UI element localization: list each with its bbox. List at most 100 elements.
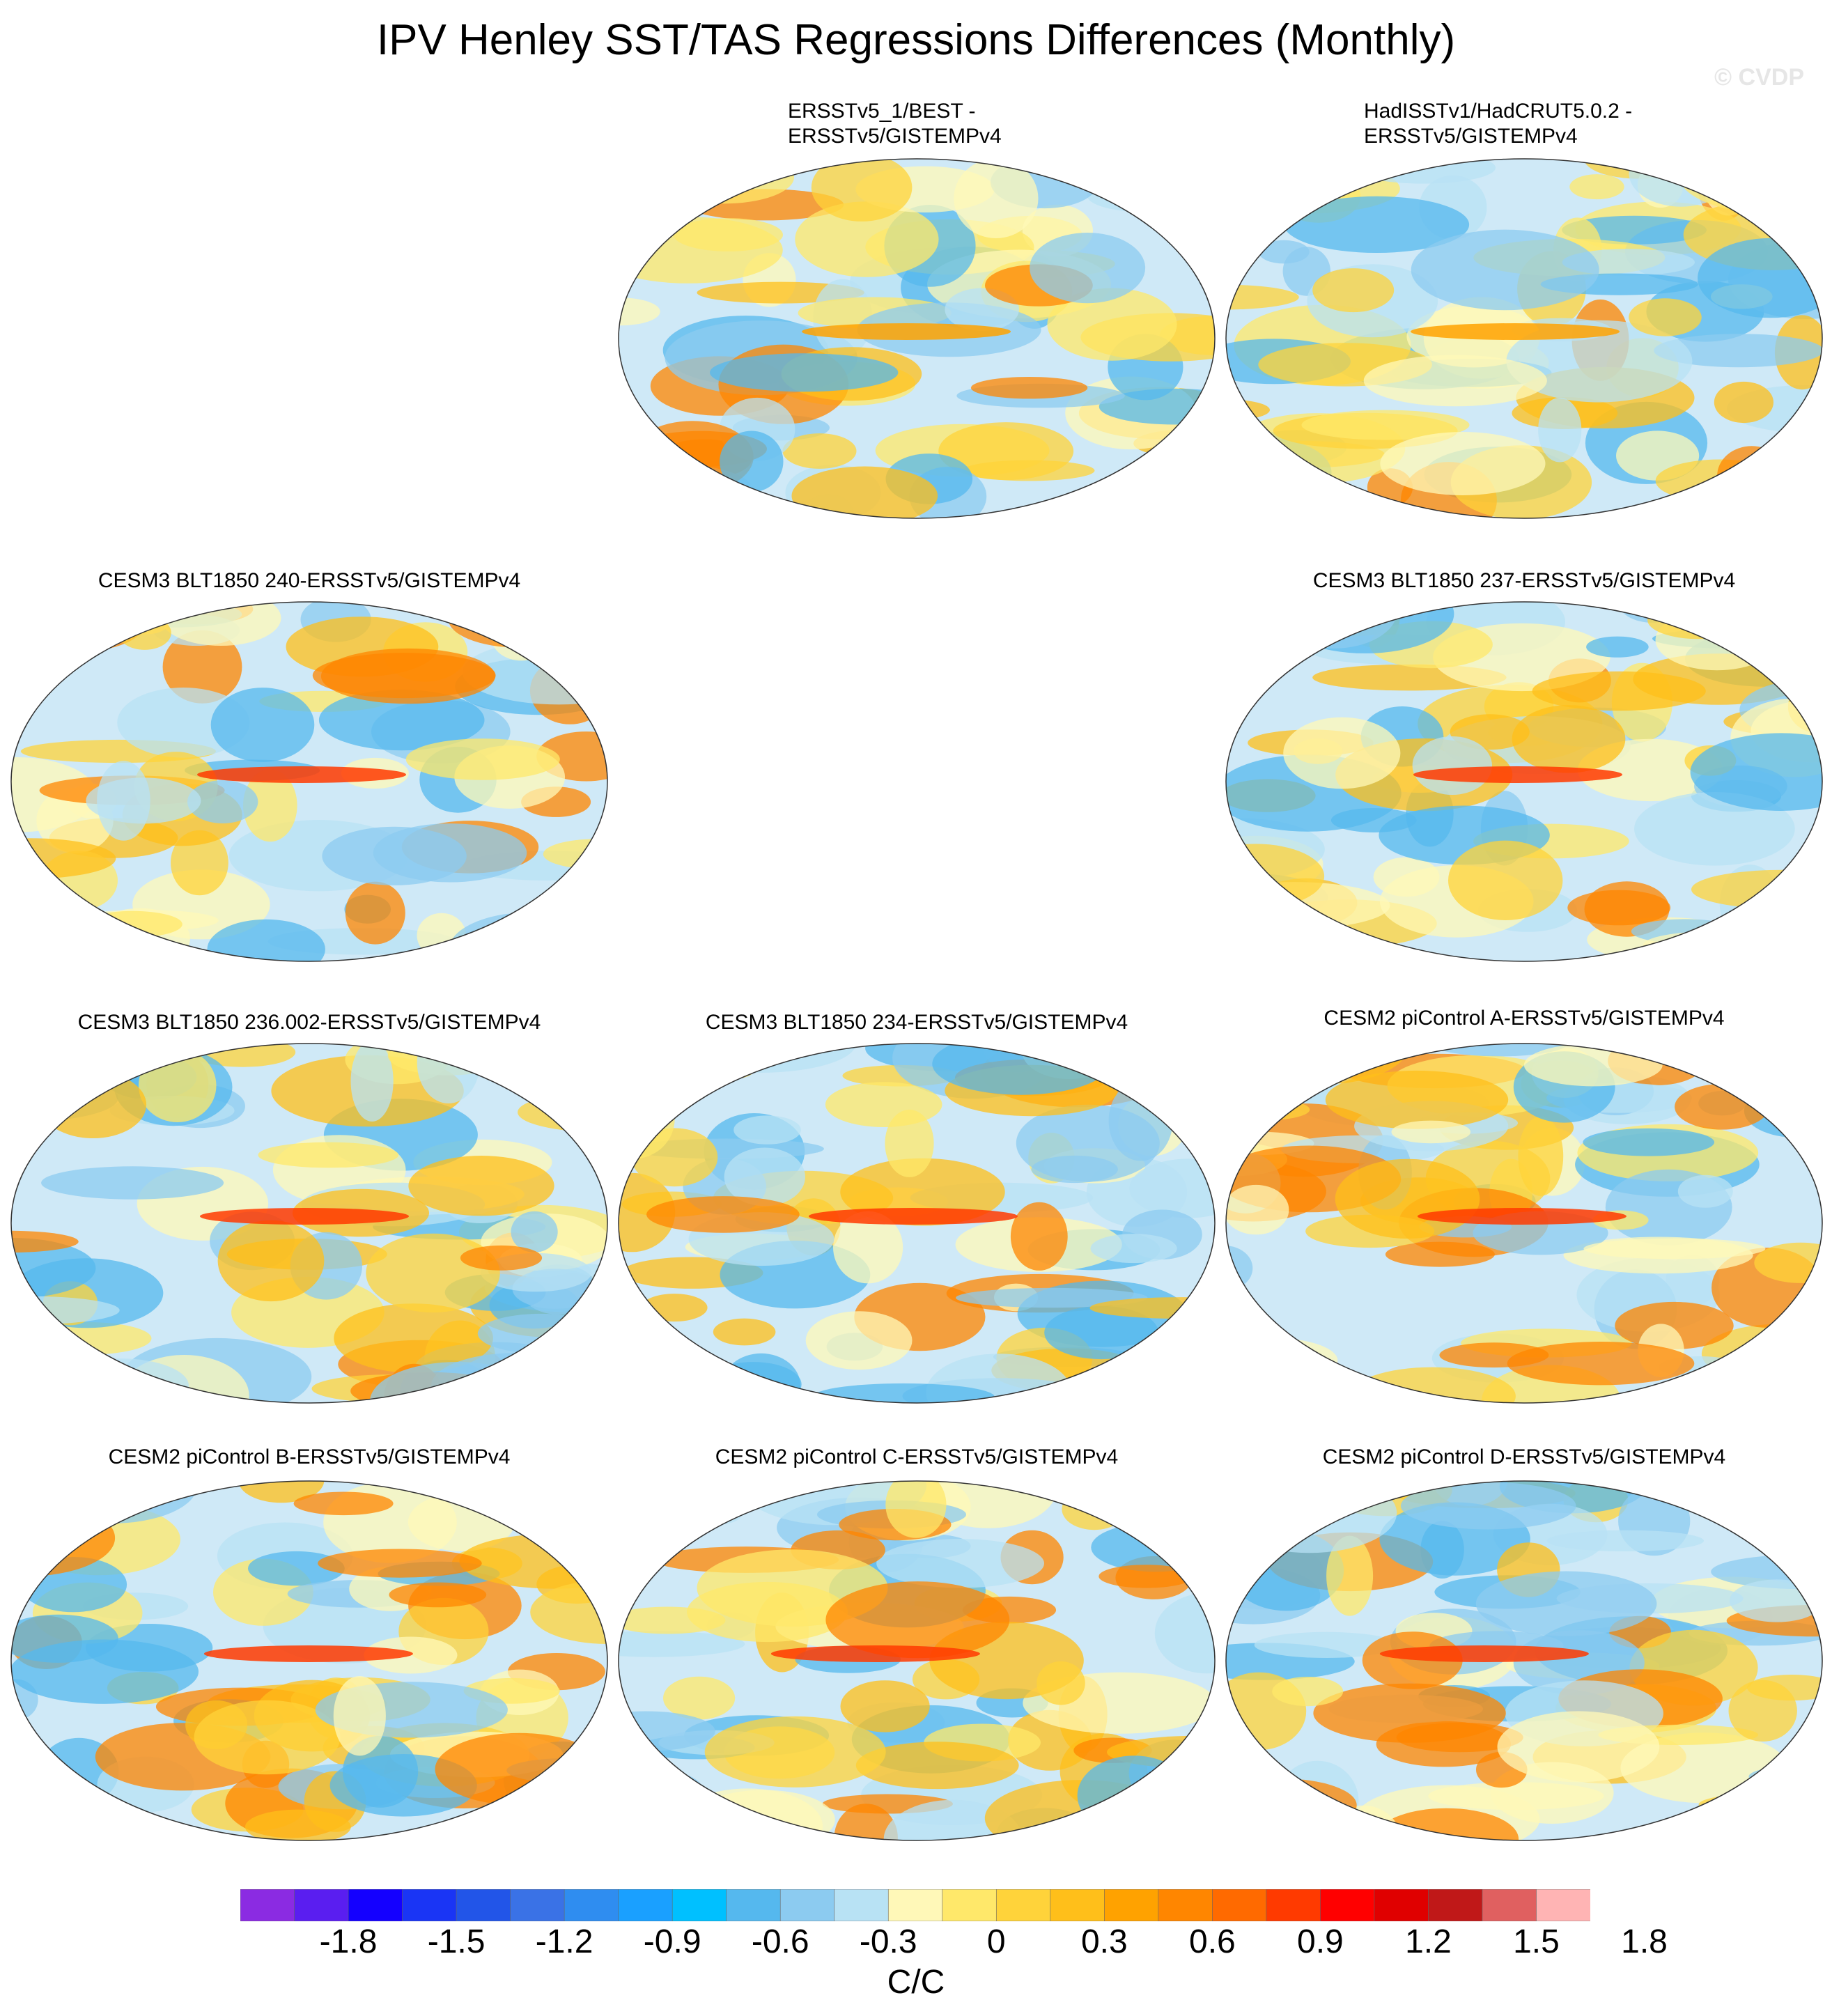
map xyxy=(10,600,609,963)
anomaly-patch xyxy=(1226,1099,1310,1121)
anomaly-patch xyxy=(1634,792,1795,866)
anomaly-patch xyxy=(322,826,467,885)
anomaly-patch xyxy=(11,1481,156,1497)
anomaly-patch xyxy=(1312,268,1395,313)
anomaly-patch xyxy=(1226,1184,1289,1235)
equatorial-anomaly xyxy=(1379,1645,1589,1662)
panel-title: CESM3 BLT1850 234-ERSSTv5/GISTEMPv4 xyxy=(705,1011,1128,1034)
anomaly-patch xyxy=(1754,1242,1822,1283)
anomaly-patch xyxy=(491,613,552,661)
anomaly-patch xyxy=(1532,671,1706,711)
anomaly-patch xyxy=(1034,1382,1193,1403)
colorbar-swatch xyxy=(1104,1889,1159,1921)
anomaly-patch xyxy=(1583,1128,1715,1156)
anomaly-patch xyxy=(1546,1530,1704,1551)
equatorial-anomaly xyxy=(770,1645,980,1662)
map-canvas xyxy=(1225,601,1823,962)
anomaly-patch xyxy=(11,1356,72,1390)
anomaly-patch xyxy=(1643,931,1790,959)
anomaly-patch xyxy=(1752,1481,1822,1536)
anomaly-patch xyxy=(1010,1202,1068,1271)
anomaly-patch xyxy=(511,1211,558,1253)
anomaly-patch xyxy=(244,1809,351,1840)
map xyxy=(1225,1042,1824,1404)
anomaly-patch xyxy=(11,757,98,832)
equatorial-anomaly xyxy=(808,1208,1018,1225)
anomaly-patch xyxy=(840,1680,930,1732)
anomaly-patch xyxy=(97,761,150,841)
anomaly-patch xyxy=(811,159,913,222)
anomaly-patch xyxy=(118,616,171,650)
anomaly-patch xyxy=(1400,1482,1576,1530)
colorbar-swatch xyxy=(726,1889,781,1921)
anomaly-patch xyxy=(474,929,607,959)
map-outline xyxy=(618,158,1216,519)
colorbar-swatch xyxy=(1320,1889,1375,1921)
anomaly-patch xyxy=(710,353,899,392)
anomaly-patch xyxy=(171,830,228,896)
colorbar-tick-label: -1.5 xyxy=(427,1923,486,1960)
anomaly-patch xyxy=(663,1676,736,1720)
map-outline xyxy=(1225,158,1823,519)
anomaly-patch xyxy=(11,602,131,653)
anomaly-patch xyxy=(1380,432,1546,495)
anomaly-patch xyxy=(1647,602,1749,639)
anomaly-patch xyxy=(724,1147,805,1207)
anomaly-patch xyxy=(11,1230,79,1253)
map-canvas xyxy=(618,1480,1216,1841)
anomaly-patch xyxy=(1675,1084,1769,1130)
anomaly-patch xyxy=(405,738,560,780)
anomaly-patch xyxy=(1497,1711,1660,1783)
panel-title: CESM3 BLT1850 236.002-ERSSTv5/GISTEMPv4 xyxy=(77,1011,541,1034)
anomaly-patch xyxy=(1154,1593,1215,1674)
anomaly-patch xyxy=(782,433,857,469)
anomaly-patch xyxy=(1283,717,1401,789)
anomaly-patch xyxy=(35,894,79,961)
anomaly-patch xyxy=(1714,381,1773,424)
colorbar-swatch xyxy=(1536,1889,1590,1921)
anomaly-patch xyxy=(477,1313,604,1354)
anomaly-patch xyxy=(1044,1305,1158,1360)
colorbar-swatch xyxy=(348,1889,403,1921)
anomaly-patch xyxy=(1258,240,1310,264)
anomaly-patch xyxy=(1326,1535,1374,1616)
anomaly-patch xyxy=(641,1294,708,1322)
anomaly-patch xyxy=(1412,736,1492,795)
anomaly-patch xyxy=(1031,1155,1118,1184)
anomaly-patch xyxy=(1586,636,1649,658)
anomaly-patch xyxy=(1148,178,1215,242)
anomaly-patch xyxy=(885,1481,947,1538)
anomaly-patch xyxy=(876,1539,1044,1588)
anomaly-patch xyxy=(646,1196,800,1233)
anomaly-patch xyxy=(619,1631,745,1657)
anomaly-patch xyxy=(333,1676,386,1756)
map-outline xyxy=(10,601,608,962)
anomaly-patch xyxy=(194,1700,341,1775)
map xyxy=(1225,157,1824,520)
anomaly-patch xyxy=(704,1716,886,1788)
anomaly-patch xyxy=(1790,851,1822,926)
anomaly-patch xyxy=(1428,1782,1604,1810)
colorbar-swatch xyxy=(1212,1889,1267,1921)
equatorial-anomaly xyxy=(1417,1208,1627,1225)
colorbar-swatch xyxy=(1374,1889,1429,1921)
colorbar-tick-label: 0.9 xyxy=(1297,1923,1344,1960)
anomaly-patch xyxy=(1507,1342,1695,1386)
map xyxy=(617,1042,1216,1404)
panel-title: CESM2 piControl A-ERSSTv5/GISTEMPv4 xyxy=(1323,1007,1725,1030)
anomaly-patch xyxy=(1012,1823,1164,1840)
anomaly-patch xyxy=(1325,1070,1509,1129)
colorbar-tick-label: -0.6 xyxy=(751,1923,809,1960)
anomaly-patch xyxy=(1439,1342,1549,1368)
panel-title-line-2: ERSSTv5/GISTEMPv4 xyxy=(1364,125,1578,148)
anomaly-patch xyxy=(1690,733,1822,811)
equatorial-anomaly xyxy=(203,1645,413,1662)
map-outline xyxy=(1225,1480,1823,1841)
anomaly-patch xyxy=(1226,1364,1333,1403)
anomaly-patch xyxy=(833,1211,903,1284)
figure-title: IPV Henley SST/TAS Regressions Differenc… xyxy=(376,16,1456,64)
anomaly-patch xyxy=(345,881,405,945)
anomaly-patch xyxy=(938,422,1074,481)
anomaly-patch xyxy=(1523,1044,1663,1087)
anomaly-patch xyxy=(207,919,325,961)
